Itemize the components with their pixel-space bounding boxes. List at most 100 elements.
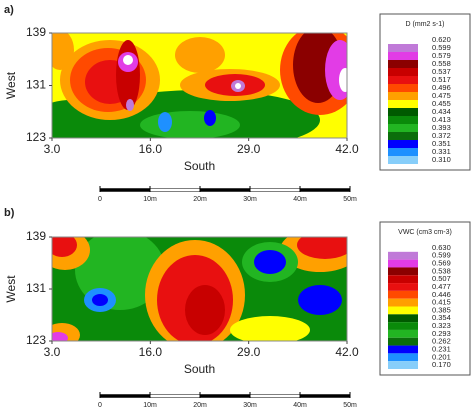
- legend-value: 0.201: [432, 352, 451, 361]
- scale-segment: [199, 188, 251, 192]
- legend-value: 0.310: [432, 155, 451, 164]
- legend-swatch: [388, 329, 418, 338]
- x-axis-label: South: [184, 159, 215, 173]
- legend-swatch: [388, 60, 418, 68]
- legend-value: 0.620: [432, 35, 451, 44]
- y-tick-label: 123: [26, 333, 46, 347]
- legend-value: 0.413: [432, 115, 451, 124]
- legend-swatch: [388, 148, 418, 156]
- legend-title: D (mm2 s-1): [406, 21, 445, 28]
- y-tick-label: 131: [26, 78, 46, 92]
- scale-segment: [99, 188, 151, 192]
- legend-value: 0.538: [432, 266, 451, 275]
- legend-value: 0.231: [432, 344, 451, 353]
- legend-value: 0.351: [432, 139, 451, 148]
- scale-segment: [99, 394, 151, 398]
- legend-swatch: [388, 259, 418, 268]
- legend-value: 0.579: [432, 51, 451, 60]
- y-tick-label: 139: [26, 229, 46, 243]
- legend-value: 0.393: [432, 123, 451, 132]
- legend-value: 0.475: [432, 91, 451, 100]
- legend-value: 0.599: [432, 43, 451, 52]
- scale-segment: [249, 188, 301, 192]
- legend-swatch: [388, 100, 418, 108]
- y-tick-label: 131: [26, 281, 46, 295]
- scale-label: 10m: [143, 196, 157, 203]
- legend-swatch: [388, 36, 418, 44]
- x-tick-label: 16.0: [139, 345, 163, 359]
- x-tick-label: 3.0: [44, 345, 61, 359]
- legend-value: 0.507: [432, 274, 451, 283]
- legend-value: 0.446: [432, 290, 451, 299]
- legend-swatch: [388, 132, 418, 140]
- legend-swatch: [388, 290, 418, 299]
- legend-swatch: [388, 298, 418, 307]
- legend-swatch: [388, 92, 418, 100]
- legend-title: VWC (cm3 cm-3): [398, 229, 452, 236]
- legend-swatch: [388, 76, 418, 84]
- scale-label: 20m: [193, 196, 207, 203]
- legend-value: 0.293: [432, 329, 451, 338]
- panel-label: a): [4, 4, 14, 16]
- legend-swatch: [388, 275, 418, 284]
- legend-value: 0.496: [432, 83, 451, 92]
- legend-value: 0.517: [432, 75, 451, 84]
- y-tick-label: 123: [26, 130, 46, 144]
- legend-value: 0.385: [432, 305, 451, 314]
- legend-value: 0.331: [432, 147, 451, 156]
- legend-swatch: [388, 116, 418, 124]
- scale-segment: [299, 188, 351, 192]
- legend-swatch: [388, 68, 418, 76]
- scale-segment: [199, 394, 251, 398]
- legend-swatch: [388, 306, 418, 315]
- legend-value: 0.599: [432, 251, 451, 260]
- legend-swatch: [388, 244, 418, 252]
- scale-segment: [149, 188, 201, 192]
- x-tick-label: 42.0: [335, 345, 359, 359]
- legend-value: 0.434: [432, 107, 451, 116]
- legend-value: 0.323: [432, 321, 451, 330]
- x-tick-label: 42.0: [335, 142, 359, 156]
- contour-field: [52, 33, 347, 138]
- legend-value: 0.477: [432, 282, 451, 291]
- contour-field: [52, 237, 347, 341]
- scale-label: 50m: [343, 196, 357, 203]
- scale-segment: [249, 394, 301, 398]
- legend-swatch: [388, 337, 418, 346]
- scale-label: 0: [98, 402, 102, 409]
- legend-swatch: [388, 124, 418, 132]
- legend-swatch: [388, 314, 418, 323]
- y-axis-label: West: [4, 71, 18, 99]
- legend-value: 0.569: [432, 259, 451, 268]
- legend-value: 0.537: [432, 67, 451, 76]
- y-axis-label: West: [4, 275, 18, 303]
- scale-label: 30m: [243, 402, 257, 409]
- legend-value: 0.354: [432, 313, 451, 322]
- scale-label: 30m: [243, 196, 257, 203]
- legend-swatch: [388, 108, 418, 116]
- x-tick-label: 29.0: [237, 142, 261, 156]
- legend-value: 0.415: [432, 298, 451, 307]
- scale-label: 40m: [293, 402, 307, 409]
- x-tick-label: 3.0: [44, 142, 61, 156]
- legend-swatch: [388, 52, 418, 60]
- legend-swatch: [388, 267, 418, 276]
- legend-value: 0.262: [432, 337, 451, 346]
- y-tick-label: 139: [26, 25, 46, 39]
- scale-label: 0: [98, 196, 102, 203]
- legend-value: 0.170: [432, 360, 451, 369]
- legend-swatch: [388, 322, 418, 330]
- x-axis-label: South: [184, 362, 215, 376]
- scale-label: 20m: [193, 402, 207, 409]
- legend-swatch: [388, 84, 418, 92]
- scale-label: 40m: [293, 196, 307, 203]
- legend-swatch: [388, 44, 418, 52]
- legend-swatch: [388, 361, 418, 369]
- legend-value: 0.372: [432, 131, 451, 140]
- scale-label: 10m: [143, 402, 157, 409]
- legend-swatch: [388, 251, 418, 260]
- panel-label: b): [4, 207, 15, 219]
- legend-swatch: [388, 283, 418, 291]
- legend-value: 0.455: [432, 99, 451, 108]
